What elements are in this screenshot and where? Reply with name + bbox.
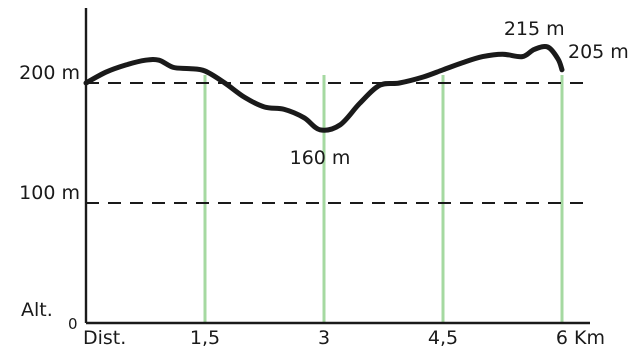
x-unit-label: Km	[574, 327, 605, 349]
y-tick-label-1: 200 m	[19, 62, 80, 84]
annotation-2: 205 m	[568, 41, 629, 63]
x-tick-label-2: 4,5	[428, 327, 458, 349]
x-tick-label-1: 3	[318, 327, 330, 349]
annotation-0: 215 m	[504, 18, 565, 40]
x-axis-title: Dist.	[83, 327, 126, 349]
distance-marker-lines	[203, 75, 564, 323]
x-tick-label-3: 6	[556, 327, 568, 349]
origin-label: 0	[68, 315, 78, 333]
axes	[84, 8, 590, 325]
x-tick-label-0: 1,5	[190, 327, 220, 349]
x-tick-labels: 1,5 3 4,5 6	[190, 327, 568, 349]
elevation-profile-line	[83, 43, 565, 133]
elevation-annotations: 215 m 160 m 205 m	[290, 18, 629, 169]
y-tick-label-0: 100 m	[19, 182, 80, 204]
annotation-1: 160 m	[290, 147, 351, 169]
y-tick-labels: 100 m 200 m	[19, 62, 80, 204]
y-axis-title: Alt.	[21, 299, 53, 321]
altitude-gridlines	[86, 82, 590, 204]
